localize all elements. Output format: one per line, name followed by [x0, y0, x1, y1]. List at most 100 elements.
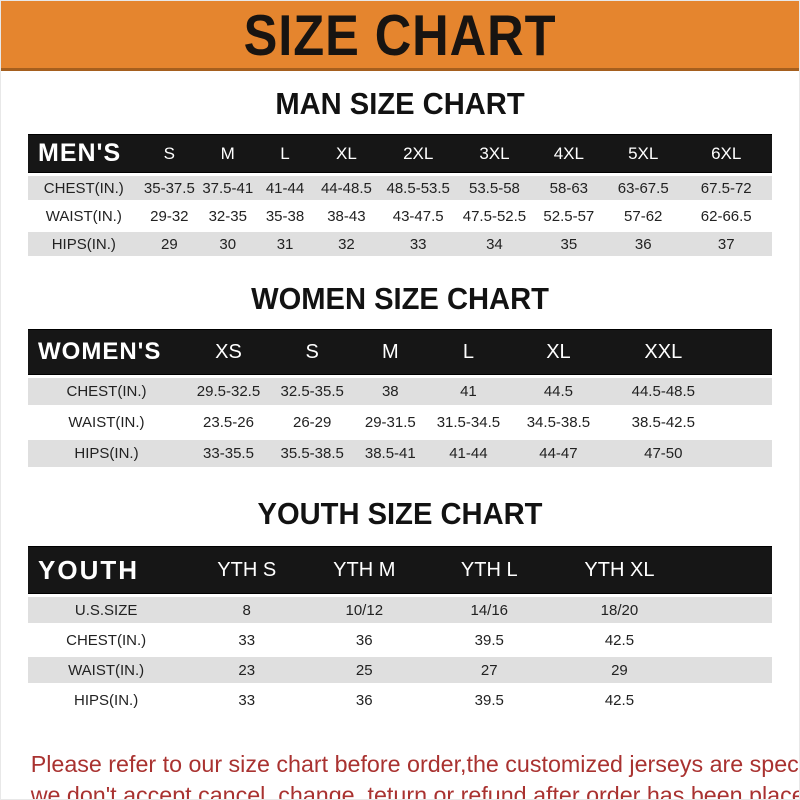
column-header: YTH XL — [559, 547, 680, 593]
cell-value: 35-38 — [256, 204, 314, 228]
table-row: CHEST(IN.) 35-37.5 37.5-41 41-44 44-48.5 48.5… — [28, 176, 772, 200]
row-label: CHEST(IN.) — [28, 627, 185, 653]
cell-value: 47.5-52.5 — [457, 204, 532, 228]
cell-value: 33-35.5 — [184, 440, 273, 467]
cell-value: 41-44 — [428, 440, 509, 467]
youth-section-title: YOUTH SIZE CHART — [257, 496, 543, 531]
mens-header-row: MEN'S S M L XL 2XL 3XL 4XL 5XL 6XL — [28, 135, 772, 172]
cell-value: 62-66.5 — [680, 204, 772, 228]
cell-value: 35-37.5 — [139, 176, 200, 200]
cell-value: 67.5-72 — [680, 176, 772, 200]
cell-spacer — [679, 687, 772, 713]
table-row: U.S.SIZE 8 10/12 14/16 18/20 — [28, 597, 772, 623]
column-header: M — [352, 330, 429, 374]
cell-value: 63-67.5 — [606, 176, 681, 200]
cell-value: 29-31.5 — [352, 409, 429, 436]
cell-value: 31.5-34.5 — [428, 409, 509, 436]
cell-value: 58-63 — [531, 176, 607, 200]
cell-value: 14/16 — [419, 597, 560, 623]
column-header: 6XL — [680, 135, 772, 172]
column-header-spacer — [718, 330, 772, 374]
column-header: S — [272, 330, 353, 374]
footer-note-line1: Please refer to our size chart before or… — [30, 751, 799, 777]
cell-spacer — [679, 597, 772, 623]
cell-value: 38.5-41 — [352, 440, 429, 467]
cell-value: 32-35 — [199, 204, 257, 228]
cell-value: 25 — [309, 657, 420, 683]
cell-value: 29 — [139, 232, 200, 256]
cell-value: 44-48.5 — [313, 176, 380, 200]
cell-value: 23.5-26 — [184, 409, 273, 436]
womens-header-row: WOMEN'S XS S M L XL XXL — [28, 330, 772, 374]
table-row: CHEST(IN.) 33 36 39.5 42.5 — [28, 627, 772, 653]
cell-value: 32.5-35.5 — [272, 378, 353, 405]
table-row: WAIST(IN.) 29-32 32-35 35-38 38-43 43-47.5 47.… — [28, 204, 772, 228]
row-label: U.S.SIZE — [28, 597, 185, 623]
cell-value: 36 — [309, 687, 420, 713]
column-header: XL — [313, 135, 380, 172]
column-header: YTH S — [184, 547, 310, 593]
cell-value: 18/20 — [559, 597, 680, 623]
cell-value: 38-43 — [313, 204, 380, 228]
table-row: WAIST(IN.) 23.5-26 26-29 29-31.5 31.5-34.5 34… — [28, 409, 772, 436]
row-label: HIPS(IN.) — [28, 232, 140, 256]
cell-value: 8 — [184, 597, 310, 623]
cell-value: 42.5 — [559, 627, 680, 653]
cell-value: 39.5 — [419, 627, 560, 653]
cell-value: 10/12 — [309, 597, 420, 623]
cell-value: 37 — [680, 232, 772, 256]
column-header: 3XL — [457, 135, 532, 172]
row-label: HIPS(IN.) — [28, 440, 185, 467]
cell-value: 29 — [559, 657, 680, 683]
row-label: WAIST(IN.) — [28, 657, 185, 683]
column-header: L — [256, 135, 314, 172]
cell-value: 29-32 — [139, 204, 200, 228]
womens-size-table: WOMEN'S XS S M L XL XXL CHEST(IN.) 29.5-32.5 32.5… — [28, 326, 772, 471]
table-row: WAIST(IN.) 23 25 27 29 — [28, 657, 772, 683]
cell-value: 29.5-32.5 — [184, 378, 273, 405]
cell-value: 38 — [352, 378, 429, 405]
row-label: WAIST(IN.) — [28, 204, 140, 228]
cell-value: 32 — [313, 232, 380, 256]
column-header: M — [199, 135, 257, 172]
column-header: YTH L — [419, 547, 560, 593]
cell-value: 52.5-57 — [531, 204, 607, 228]
cell-value: 31 — [256, 232, 314, 256]
cell-value: 44.5-48.5 — [608, 378, 719, 405]
cell-value: 27 — [419, 657, 560, 683]
cell-value: 41-44 — [256, 176, 314, 200]
cell-spacer — [718, 378, 772, 405]
cell-value: 33 — [184, 627, 310, 653]
cell-value: 35.5-38.5 — [272, 440, 353, 467]
youth-header-row: YOUTH YTH S YTH M YTH L YTH XL — [28, 547, 772, 593]
footer-note-line2: we don't accept cancel, change, teturn o… — [30, 782, 800, 800]
cell-value: 43-47.5 — [379, 204, 458, 228]
cell-value: 44.5 — [508, 378, 609, 405]
women-section-title: WOMEN SIZE CHART — [251, 281, 549, 316]
table-row: HIPS(IN.) 33 36 39.5 42.5 — [28, 687, 772, 713]
cell-spacer — [679, 627, 772, 653]
column-header: 5XL — [606, 135, 681, 172]
youth-size-table: YOUTH YTH S YTH M YTH L YTH XL U.S.SIZE 8 10/12… — [28, 543, 772, 717]
footer-note: Please refer to our size chart before or… — [1, 749, 800, 800]
column-header: YTH M — [309, 547, 420, 593]
cell-value: 34 — [457, 232, 532, 256]
cell-value: 33 — [379, 232, 458, 256]
cell-value: 42.5 — [559, 687, 680, 713]
cell-value: 57-62 — [606, 204, 681, 228]
row-label: WAIST(IN.) — [28, 409, 185, 436]
youth-header-label: YOUTH — [28, 547, 185, 593]
column-header: S — [139, 135, 200, 172]
womens-header-label: WOMEN'S — [28, 330, 185, 374]
cell-value: 33 — [184, 687, 310, 713]
cell-value: 39.5 — [419, 687, 560, 713]
mens-header-label: MEN'S — [28, 135, 140, 172]
cell-value: 26-29 — [272, 409, 353, 436]
cell-value: 23 — [184, 657, 310, 683]
table-row: HIPS(IN.) 33-35.5 35.5-38.5 38.5-41 41-44 44-… — [28, 440, 772, 467]
cell-value: 35 — [531, 232, 607, 256]
cell-value: 48.5-53.5 — [379, 176, 458, 200]
cell-value: 34.5-38.5 — [508, 409, 609, 436]
table-row: CHEST(IN.) 29.5-32.5 32.5-35.5 38 41 44.5 44.5… — [28, 378, 772, 405]
column-header: XL — [508, 330, 609, 374]
